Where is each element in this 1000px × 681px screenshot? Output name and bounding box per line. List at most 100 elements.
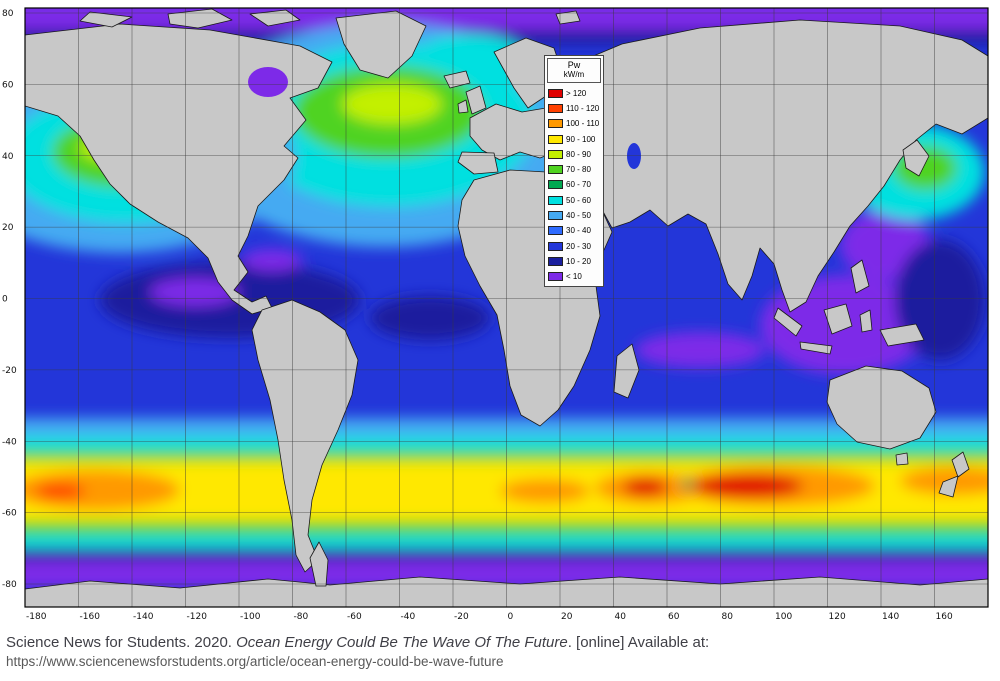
legend-label: 20 - 30 [566, 241, 591, 251]
lat-tick-label: 20 [2, 223, 14, 233]
arctic-island [249, 9, 301, 27]
iberia [457, 151, 499, 175]
lat-tick-label: -40 [2, 437, 17, 447]
citation-prefix: Science News for Students. 2020. [6, 634, 237, 651]
lon-tick-label: 20 [561, 612, 573, 622]
new-zealand-north [951, 451, 970, 478]
lat-tick-label: -80 [2, 580, 17, 590]
lat-tick-label: 40 [2, 152, 14, 162]
legend-swatch [548, 226, 563, 236]
legend-swatch [548, 134, 563, 144]
lon-tick-label: -120 [187, 612, 208, 622]
global-wave-power-map: 80 60 40 20 0 -20 -40 -60 -80 -180 -160 -140 -120 -10… [2, 7, 989, 622]
legend-swatch [548, 88, 563, 98]
legend-label: < 10 [566, 272, 582, 282]
ireland [457, 99, 469, 114]
legend-row: 90 - 100 [545, 131, 603, 146]
legend-label: 30 - 40 [566, 226, 591, 236]
lon-tick-label: 60 [668, 612, 680, 622]
lat-tick-label: -60 [2, 509, 17, 519]
north-america [25, 23, 333, 315]
lat-tick-label: 0 [2, 295, 8, 305]
antarctic-peninsula [309, 541, 329, 587]
legend-label: > 120 [566, 88, 587, 98]
legend-label: 80 - 90 [566, 149, 591, 159]
tasmania [895, 452, 909, 466]
japan [902, 139, 930, 177]
axis-tick-labels: 80 60 40 20 0 -20 -40 -60 -80 -180 -160 -140 -120 -10… [2, 9, 953, 622]
legend-row: 60 - 70 [545, 177, 603, 192]
lon-tick-label: -80 [294, 612, 309, 622]
citation-suffix: . [online] Available at: [567, 634, 710, 651]
citation-block: Science News for Students. 2020. Ocean E… [0, 631, 1000, 670]
lat-tick-label: 80 [2, 9, 14, 19]
australia [826, 365, 937, 450]
legend-title: Pw [567, 60, 581, 70]
legend-label: 40 - 50 [566, 211, 591, 221]
south-america [251, 299, 359, 573]
lon-tick-label: -160 [80, 612, 101, 622]
sulawesi [859, 309, 873, 333]
united-kingdom [465, 85, 487, 115]
lon-tick-label: -180 [26, 612, 47, 622]
legend-entries: > 120 110 - 120 100 - 110 90 - 100 80 - 90 70… [545, 86, 603, 285]
new-guinea [879, 323, 925, 347]
iceland [443, 70, 471, 89]
lon-tick-label: -100 [240, 612, 261, 622]
legend-row: 100 - 110 [545, 116, 603, 131]
java [799, 341, 833, 355]
legend-swatch [548, 149, 563, 159]
legend-label: 70 - 80 [566, 165, 591, 175]
lon-tick-label: 40 [615, 612, 627, 622]
legend-label: 10 - 20 [566, 256, 591, 266]
lon-tick-label: -40 [401, 612, 416, 622]
citation-line: Science News for Students. 2020. Ocean E… [6, 633, 992, 653]
new-zealand-south [938, 475, 959, 498]
legend-swatch [548, 119, 563, 129]
legend-swatch [548, 272, 563, 282]
lon-tick-label: 160 [936, 612, 953, 622]
legend-swatch [548, 195, 563, 205]
legend-label: 60 - 70 [566, 180, 591, 190]
lon-tick-label: 80 [722, 612, 734, 622]
legend-row: 40 - 50 [545, 208, 603, 223]
legend-row: > 120 [545, 86, 603, 101]
arctic-island [167, 8, 233, 29]
map-svg: 80 60 40 20 0 -20 -40 -60 -80 -180 -160 -140 -120 -10… [2, 7, 989, 622]
legend-row: 20 - 30 [545, 239, 603, 254]
map-legend: Pw kW/m > 120 110 - 120 100 - 110 90 - 100 8… [544, 55, 604, 288]
legend-row: < 10 [545, 269, 603, 284]
greenland [335, 10, 427, 79]
legend-swatch [548, 103, 563, 113]
philippines [850, 259, 870, 294]
legend-row: 30 - 40 [545, 223, 603, 238]
legend-swatch [548, 180, 563, 190]
legend-row: 10 - 20 [545, 254, 603, 269]
legend-row: 50 - 60 [545, 193, 603, 208]
legend-label: 50 - 60 [566, 195, 591, 205]
hudson-bay [248, 67, 288, 97]
citation-url: https://www.sciencenewsforstudents.org/a… [6, 653, 504, 669]
lat-tick-label: -20 [2, 366, 17, 376]
legend-swatch [548, 211, 563, 221]
lon-tick-label: 140 [882, 612, 899, 622]
madagascar [613, 343, 640, 399]
legend-swatch [548, 165, 563, 175]
legend-label: 100 - 110 [566, 119, 600, 129]
lon-tick-label: 120 [829, 612, 846, 622]
lon-tick-label: -140 [133, 612, 154, 622]
arctic-island [79, 11, 133, 28]
borneo [823, 303, 853, 335]
sumatra [773, 307, 803, 337]
legend-row: 80 - 90 [545, 147, 603, 162]
legend-row: 70 - 80 [545, 162, 603, 177]
lon-tick-label: 100 [775, 612, 792, 622]
map-frame [24, 7, 989, 608]
lat-tick-label: 60 [2, 80, 14, 90]
legend-units: kW/m [563, 70, 585, 80]
legend-swatch [548, 256, 563, 266]
citation-title: Ocean Energy Could Be The Wave Of The Fu… [236, 634, 568, 651]
graticule [25, 8, 988, 607]
lon-tick-label: -20 [454, 612, 469, 622]
